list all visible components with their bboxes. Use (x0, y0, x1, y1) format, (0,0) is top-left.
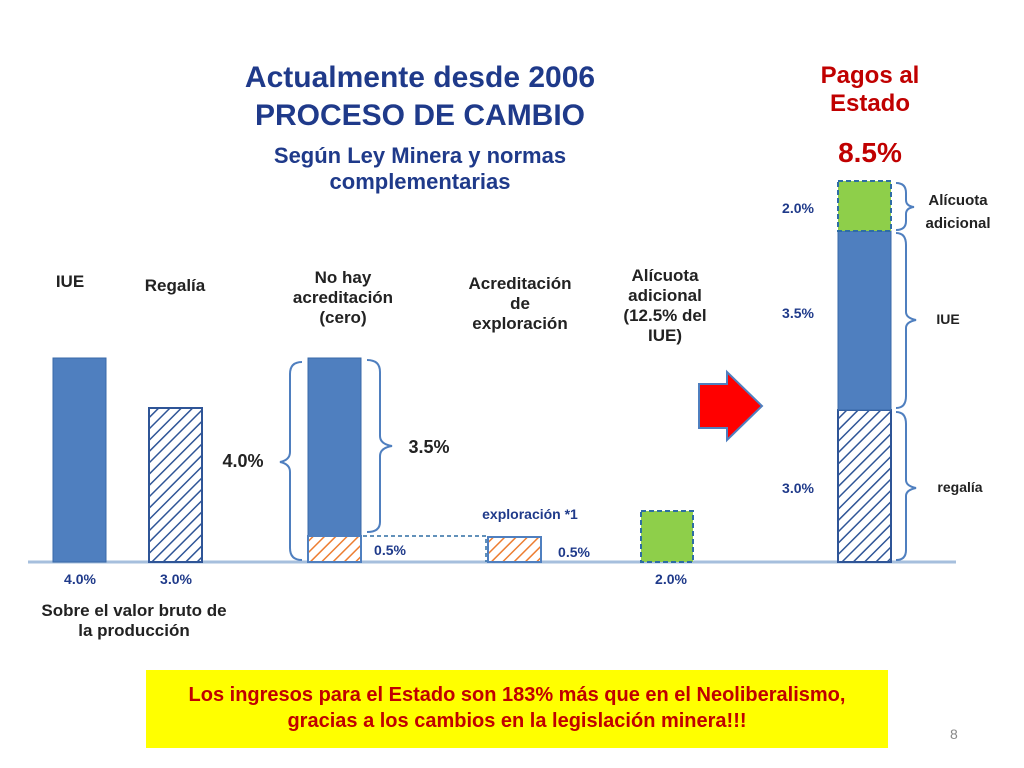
brace-left (279, 361, 303, 561)
alic-line4: IUE) (648, 326, 682, 346)
base-note-line2: la producción (78, 621, 190, 641)
acred-line3: exploración (472, 314, 568, 334)
stack-regalia (837, 409, 892, 563)
value-bottom-slice: 0.5% (374, 542, 406, 558)
page-number: 8 (950, 726, 958, 742)
brace-right (366, 359, 393, 533)
brace-stack-top (895, 182, 915, 231)
pagos-heading: Pagos al Estado (800, 62, 940, 119)
alic-line1: Alícuota (631, 266, 699, 285)
pagos-line1: Pagos al (820, 62, 920, 89)
subtitle-line2: complementarias (329, 169, 511, 195)
no-hay-line3: (cero) (319, 308, 367, 328)
brace-stack-mid (895, 232, 917, 409)
bar-alicuota (640, 510, 694, 563)
stack-mid-label: IUE (936, 311, 960, 327)
label-iue: IUE (55, 272, 85, 291)
bar-regalia (148, 407, 203, 563)
stack-top-label-line2: adicional (925, 214, 991, 232)
value-regalia: 3.0% (160, 571, 192, 587)
brace-stack-bot (895, 411, 917, 561)
label-alicuota: Alícuota adicional (12.5% del IUE) (590, 266, 740, 346)
value-brace-left: 4.0% (222, 451, 264, 471)
no-hay-line1: No hay (314, 268, 372, 287)
stack-alicuota (837, 180, 892, 232)
label-acreditacion: Acreditación de exploración (445, 274, 595, 334)
stack-bot-label: regalía (937, 479, 983, 495)
alic-line2: adicional (628, 286, 702, 306)
value-brace-right: 3.5% (408, 437, 450, 457)
subtitle-line1: Según Ley Minera y normas (273, 143, 567, 168)
footer-line1: Los ingresos para el Estado son 183% más… (188, 684, 846, 706)
stack-iue (837, 230, 892, 411)
stack-mid-value: 3.5% (782, 305, 814, 321)
label-exploracion: exploración *1 (482, 506, 578, 522)
base-note: Sobre el valor bruto de la producción (26, 601, 242, 641)
footer-line2: gracias a los cambios en la legislación … (287, 710, 747, 732)
page-title-line2: PROCESO DE CAMBIO (254, 99, 586, 132)
footer-text: Los ingresos para el Estado son 183% más… (146, 682, 888, 734)
stack-top-label-line1: Alícuota (928, 192, 988, 209)
label-no-hay: No hay acreditación (cero) (268, 268, 418, 328)
red-arrow-icon (698, 369, 764, 443)
pagos-line2: Estado (829, 90, 910, 118)
footer-banner (146, 670, 888, 748)
page-subtitle: Según Ley Minera y normas complementaria… (170, 143, 670, 196)
acred-line1: Acreditación (468, 274, 572, 293)
bar-no-hay-slice (307, 535, 362, 563)
base-note-line1: Sobre el valor bruto de (41, 601, 227, 620)
acred-line2: de (510, 294, 530, 314)
stack-top-label: Alícuota adicional (916, 190, 1000, 235)
bar-exploracion (487, 536, 542, 563)
value-exploracion: 0.5% (558, 544, 590, 560)
alic-line3: (12.5% del (623, 306, 707, 326)
label-regalia: Regalía (144, 276, 206, 295)
dashed-connector (363, 535, 487, 562)
bar-no-hay-iue (307, 357, 362, 537)
page-title: Actualmente desde 2006 (244, 61, 596, 94)
bar-iue (52, 357, 107, 563)
value-alicuota: 2.0% (655, 571, 687, 587)
no-hay-line2: acreditación (292, 288, 394, 308)
stack-bot-value: 3.0% (782, 480, 814, 496)
total-percent: 8.5% (838, 137, 902, 168)
value-iue: 4.0% (64, 571, 96, 587)
stack-top-value: 2.0% (782, 200, 814, 216)
